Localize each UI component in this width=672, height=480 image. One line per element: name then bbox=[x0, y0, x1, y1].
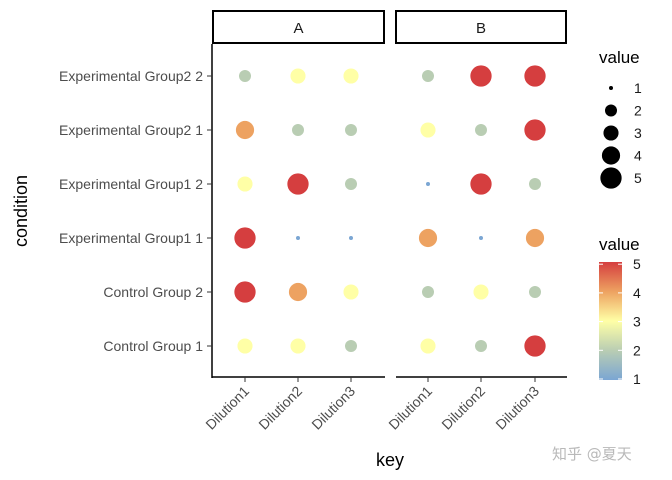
size-legend-key bbox=[600, 167, 622, 189]
size-legend-key bbox=[609, 86, 613, 90]
y-tick-label: Control Group 1 bbox=[103, 338, 203, 354]
data-point bbox=[239, 70, 251, 82]
points-layer bbox=[234, 65, 546, 357]
size-legend-key bbox=[605, 104, 617, 117]
data-point bbox=[420, 122, 436, 138]
data-point bbox=[470, 173, 492, 195]
data-point bbox=[475, 124, 487, 136]
color-legend-title: value bbox=[599, 235, 640, 254]
colorbar bbox=[599, 262, 622, 380]
data-point bbox=[345, 340, 357, 352]
data-point bbox=[290, 338, 306, 354]
data-point bbox=[426, 182, 430, 186]
data-point bbox=[343, 68, 359, 84]
y-tick-label: Experimental Group2 1 bbox=[59, 122, 203, 138]
x-tick-label: Dilution2 bbox=[438, 383, 488, 433]
strip-b bbox=[395, 10, 567, 44]
watermark-text: 知乎 @夏天 bbox=[552, 445, 632, 463]
size-legend-label: 1 bbox=[634, 80, 642, 96]
color-legend-label: 2 bbox=[633, 342, 641, 358]
data-point bbox=[479, 236, 483, 240]
x-axis-title: key bbox=[376, 450, 404, 470]
data-point bbox=[524, 119, 546, 141]
data-point bbox=[290, 68, 306, 84]
size-legend: 1 2 3 4 5 bbox=[600, 80, 642, 189]
y-tick-label: Experimental Group1 2 bbox=[59, 176, 203, 192]
data-point bbox=[524, 335, 546, 357]
color-legend-label: 1 bbox=[633, 371, 641, 387]
size-legend-label: 5 bbox=[634, 170, 642, 186]
x-tick-label: Dilution3 bbox=[492, 383, 542, 433]
size-legend-key bbox=[603, 125, 619, 141]
data-point bbox=[234, 227, 256, 249]
y-tick-label: Experimental Group1 1 bbox=[59, 230, 203, 246]
data-point bbox=[470, 65, 492, 87]
data-point bbox=[475, 340, 487, 352]
data-point bbox=[418, 228, 438, 248]
strip-a-label: A bbox=[293, 20, 303, 37]
data-point bbox=[529, 286, 541, 298]
size-legend-label: 4 bbox=[634, 148, 642, 164]
data-point bbox=[422, 286, 434, 298]
size-legend-label: 2 bbox=[634, 103, 642, 119]
data-point bbox=[237, 176, 253, 192]
data-point bbox=[288, 282, 308, 302]
y-axis-title: condition bbox=[11, 175, 31, 247]
data-point bbox=[343, 284, 359, 300]
y-tick-label: Control Group 2 bbox=[103, 284, 203, 300]
color-legend-label: 3 bbox=[633, 314, 641, 330]
strip-a bbox=[212, 10, 385, 44]
size-legend-label: 3 bbox=[634, 125, 642, 141]
data-point bbox=[473, 284, 489, 300]
color-legend: 1 2 3 4 5 bbox=[599, 256, 641, 387]
size-legend-key bbox=[601, 146, 621, 165]
data-point bbox=[529, 178, 541, 190]
x-tick-label: Dilution1 bbox=[385, 383, 435, 433]
data-point bbox=[525, 228, 545, 248]
ticks-layer: Control Group 1 Control Group 2 Experiment… bbox=[59, 68, 542, 433]
data-point bbox=[234, 281, 256, 303]
x-tick-label: Dilution2 bbox=[255, 383, 305, 433]
x-tick-label: Dilution3 bbox=[308, 383, 358, 433]
size-legend-title: value bbox=[599, 48, 640, 67]
color-legend-label: 5 bbox=[633, 256, 641, 272]
strip-b-label: B bbox=[476, 20, 486, 37]
data-point bbox=[296, 236, 300, 240]
data-point bbox=[292, 124, 304, 136]
y-tick-label: Experimental Group2 2 bbox=[59, 68, 203, 84]
data-point bbox=[235, 120, 255, 140]
data-point bbox=[349, 236, 353, 240]
data-point bbox=[524, 65, 546, 87]
data-point bbox=[345, 178, 357, 190]
data-point bbox=[237, 338, 253, 354]
color-legend-label: 4 bbox=[633, 285, 641, 301]
data-point bbox=[345, 124, 357, 136]
data-point bbox=[287, 173, 309, 195]
data-point bbox=[420, 338, 436, 354]
data-point bbox=[422, 70, 434, 82]
x-tick-label: Dilution1 bbox=[202, 383, 252, 433]
